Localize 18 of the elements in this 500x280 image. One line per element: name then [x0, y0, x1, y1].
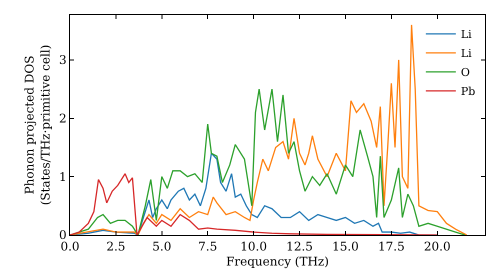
y-tick-label: 3	[58, 53, 67, 68]
legend-label: Li	[460, 28, 472, 42]
x-tick-label: 5.0	[152, 239, 172, 254]
x-tick-label: 15.0	[332, 239, 359, 254]
x-tick-label: 12.5	[286, 239, 313, 254]
legend-label: Li	[460, 47, 472, 60]
x-tick-label: 7.5	[198, 239, 218, 254]
legend-label: O	[460, 66, 470, 80]
line-series	[70, 173, 438, 235]
x-tick-label: 10.0	[240, 239, 267, 254]
x-tick-label: 2.5	[106, 239, 126, 254]
y-tick-label: 1	[58, 170, 67, 184]
legend-label: Pb	[460, 85, 476, 98]
y-tick-label: 2	[58, 111, 67, 126]
x-tick-label: 20.0	[424, 239, 451, 254]
x-axis-title: Frequency (THz)	[226, 254, 329, 268]
x-tick-label: 17.5	[378, 239, 405, 254]
y-axis-title: Phonon projected DOS (States/THz·primitive cell)	[22, 44, 52, 206]
